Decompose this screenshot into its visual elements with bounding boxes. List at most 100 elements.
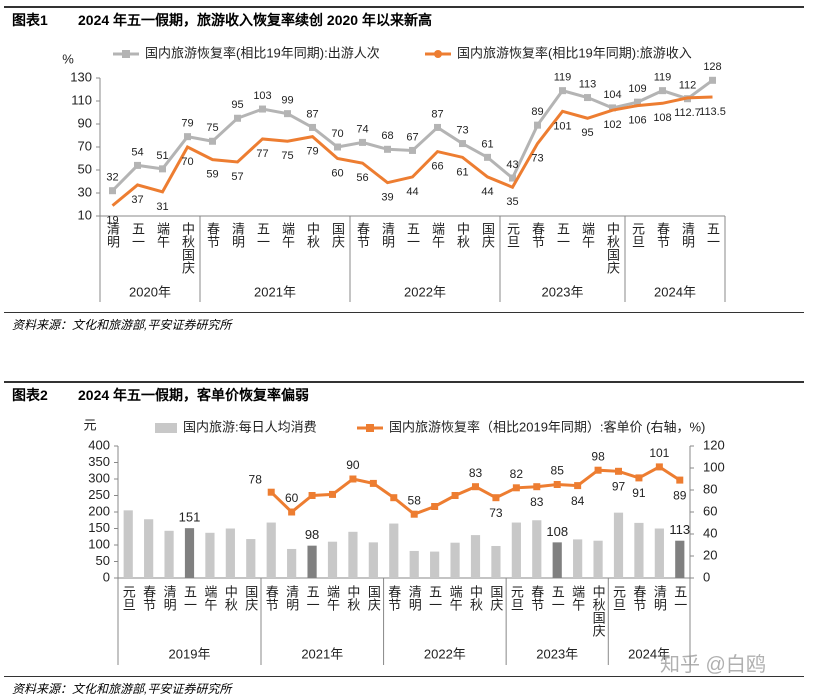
data-label: 113	[579, 78, 597, 90]
x-tick-label: 清明	[162, 585, 177, 612]
bar	[348, 531, 358, 578]
data-label: 89	[673, 488, 687, 502]
marker	[574, 482, 582, 490]
marker	[390, 494, 398, 502]
marker	[635, 474, 643, 482]
data-label: 56	[356, 172, 368, 184]
x-tick-label: 清明	[284, 585, 299, 612]
marker	[209, 137, 216, 145]
x-tick-label: 清明	[380, 222, 395, 249]
x-tick-label: 五一	[555, 222, 570, 248]
x-tick-label: 中秋国庆	[180, 222, 195, 274]
bar	[593, 540, 603, 578]
data-label: 66	[431, 161, 443, 173]
marker	[109, 187, 116, 195]
data-label: 35	[506, 196, 518, 208]
x-tick-label: 中秋	[223, 585, 238, 611]
x-tick-label: 五一	[672, 585, 687, 611]
data-label: 19	[106, 215, 118, 227]
bar	[409, 550, 419, 578]
chart: %1030507090110130清明 五一 端午 中秋国庆 春节 清明 五一 端午 中秋 国庆春…	[62, 45, 726, 302]
marker	[434, 123, 441, 131]
data-label: 70	[331, 128, 343, 140]
bar	[144, 519, 154, 578]
source-note: 资料来源：文化和旅游部,平安证券研究所	[4, 676, 804, 697]
x-tick-label: 端午	[570, 585, 585, 611]
legend-label: 国内旅游:每日人均消费	[183, 419, 317, 434]
data-label: 75	[281, 150, 293, 162]
data-label: 113	[669, 522, 690, 537]
data-label: 99	[281, 95, 293, 107]
bar	[287, 548, 297, 578]
x-tick-label: 中秋	[468, 585, 483, 611]
bar	[327, 541, 338, 578]
marker	[559, 87, 566, 95]
data-label: 31	[156, 201, 168, 213]
data-label: 151	[179, 510, 201, 525]
x-tick-label: 国庆	[330, 222, 345, 248]
data-label: 70	[181, 156, 193, 168]
x-tick-label: 国庆	[488, 585, 503, 611]
y2-tick-label: 20	[703, 547, 717, 562]
data-label: 37	[131, 194, 143, 206]
x-tick-label: 国庆	[480, 222, 495, 248]
data-label: 39	[381, 192, 393, 204]
x-tick-label: 春节	[529, 585, 544, 611]
data-label: 61	[456, 166, 468, 178]
x-tick-label: 元旦	[121, 585, 136, 611]
group-label: 2023年	[542, 284, 584, 299]
data-label: 119	[654, 72, 672, 84]
y-tick-label: 50	[96, 553, 110, 568]
data-label: 102	[603, 119, 621, 131]
data-label: 79	[306, 146, 318, 158]
y-tick-label: 130	[70, 69, 92, 84]
y-tick-label: 110	[71, 92, 92, 107]
x-tick-label: 春节	[530, 222, 545, 248]
data-label: 108	[546, 524, 568, 539]
marker	[509, 174, 516, 182]
marker	[259, 105, 266, 113]
x-tick-label: 春节	[386, 585, 401, 611]
x-tick-label: 春节	[355, 222, 370, 248]
x-tick-label: 五一	[705, 222, 720, 248]
bar	[123, 510, 133, 578]
marker	[284, 110, 291, 118]
data-label: 97	[612, 479, 626, 493]
x-tick-label: 五一	[130, 222, 145, 248]
x-tick-label: 中秋	[305, 222, 320, 248]
data-label: 89	[531, 106, 543, 118]
legend-label: 国内旅游恢复率(相比19年同期):旅游收入	[457, 45, 692, 60]
figure-number: 图表1	[12, 12, 48, 28]
data-label: 54	[131, 146, 143, 158]
figure-title: 2024 年五一假期，旅游收入恢复率续创 2020 年以来新高	[78, 12, 432, 28]
y-tick-label: 250	[88, 487, 110, 502]
x-tick-label: 端午	[580, 222, 595, 248]
bar	[654, 528, 664, 578]
marker	[472, 483, 479, 491]
y-axis-label: %	[62, 51, 74, 66]
figure-number: 图表2	[12, 387, 48, 403]
marker	[676, 476, 684, 484]
y-tick-label: 150	[88, 520, 110, 535]
y2-tick-label: 80	[703, 481, 717, 496]
figure-title: 2024 年五一假期，客单价恢复率偏弱	[78, 387, 310, 403]
y-tick-label: 400	[88, 437, 110, 452]
marker	[267, 488, 275, 496]
data-label: 109	[628, 83, 646, 95]
marker	[584, 94, 591, 102]
group-label: 2024年	[654, 284, 696, 299]
data-label: 73	[531, 152, 543, 164]
data-label: 43	[506, 159, 518, 171]
marker	[512, 484, 520, 492]
legend-label: 国内旅游恢复率（相比2019年同期）:客单价 (右轴，%)	[389, 419, 705, 434]
data-label: 73	[489, 506, 503, 520]
group-label: 2024年	[628, 646, 670, 661]
marker	[609, 104, 616, 112]
marker	[459, 140, 466, 148]
group-label: 2020年	[129, 284, 171, 299]
y-tick-label: 30	[78, 184, 92, 199]
bar	[225, 528, 235, 578]
group-label: 2021年	[254, 284, 296, 299]
marker	[288, 508, 296, 516]
marker	[615, 467, 622, 475]
